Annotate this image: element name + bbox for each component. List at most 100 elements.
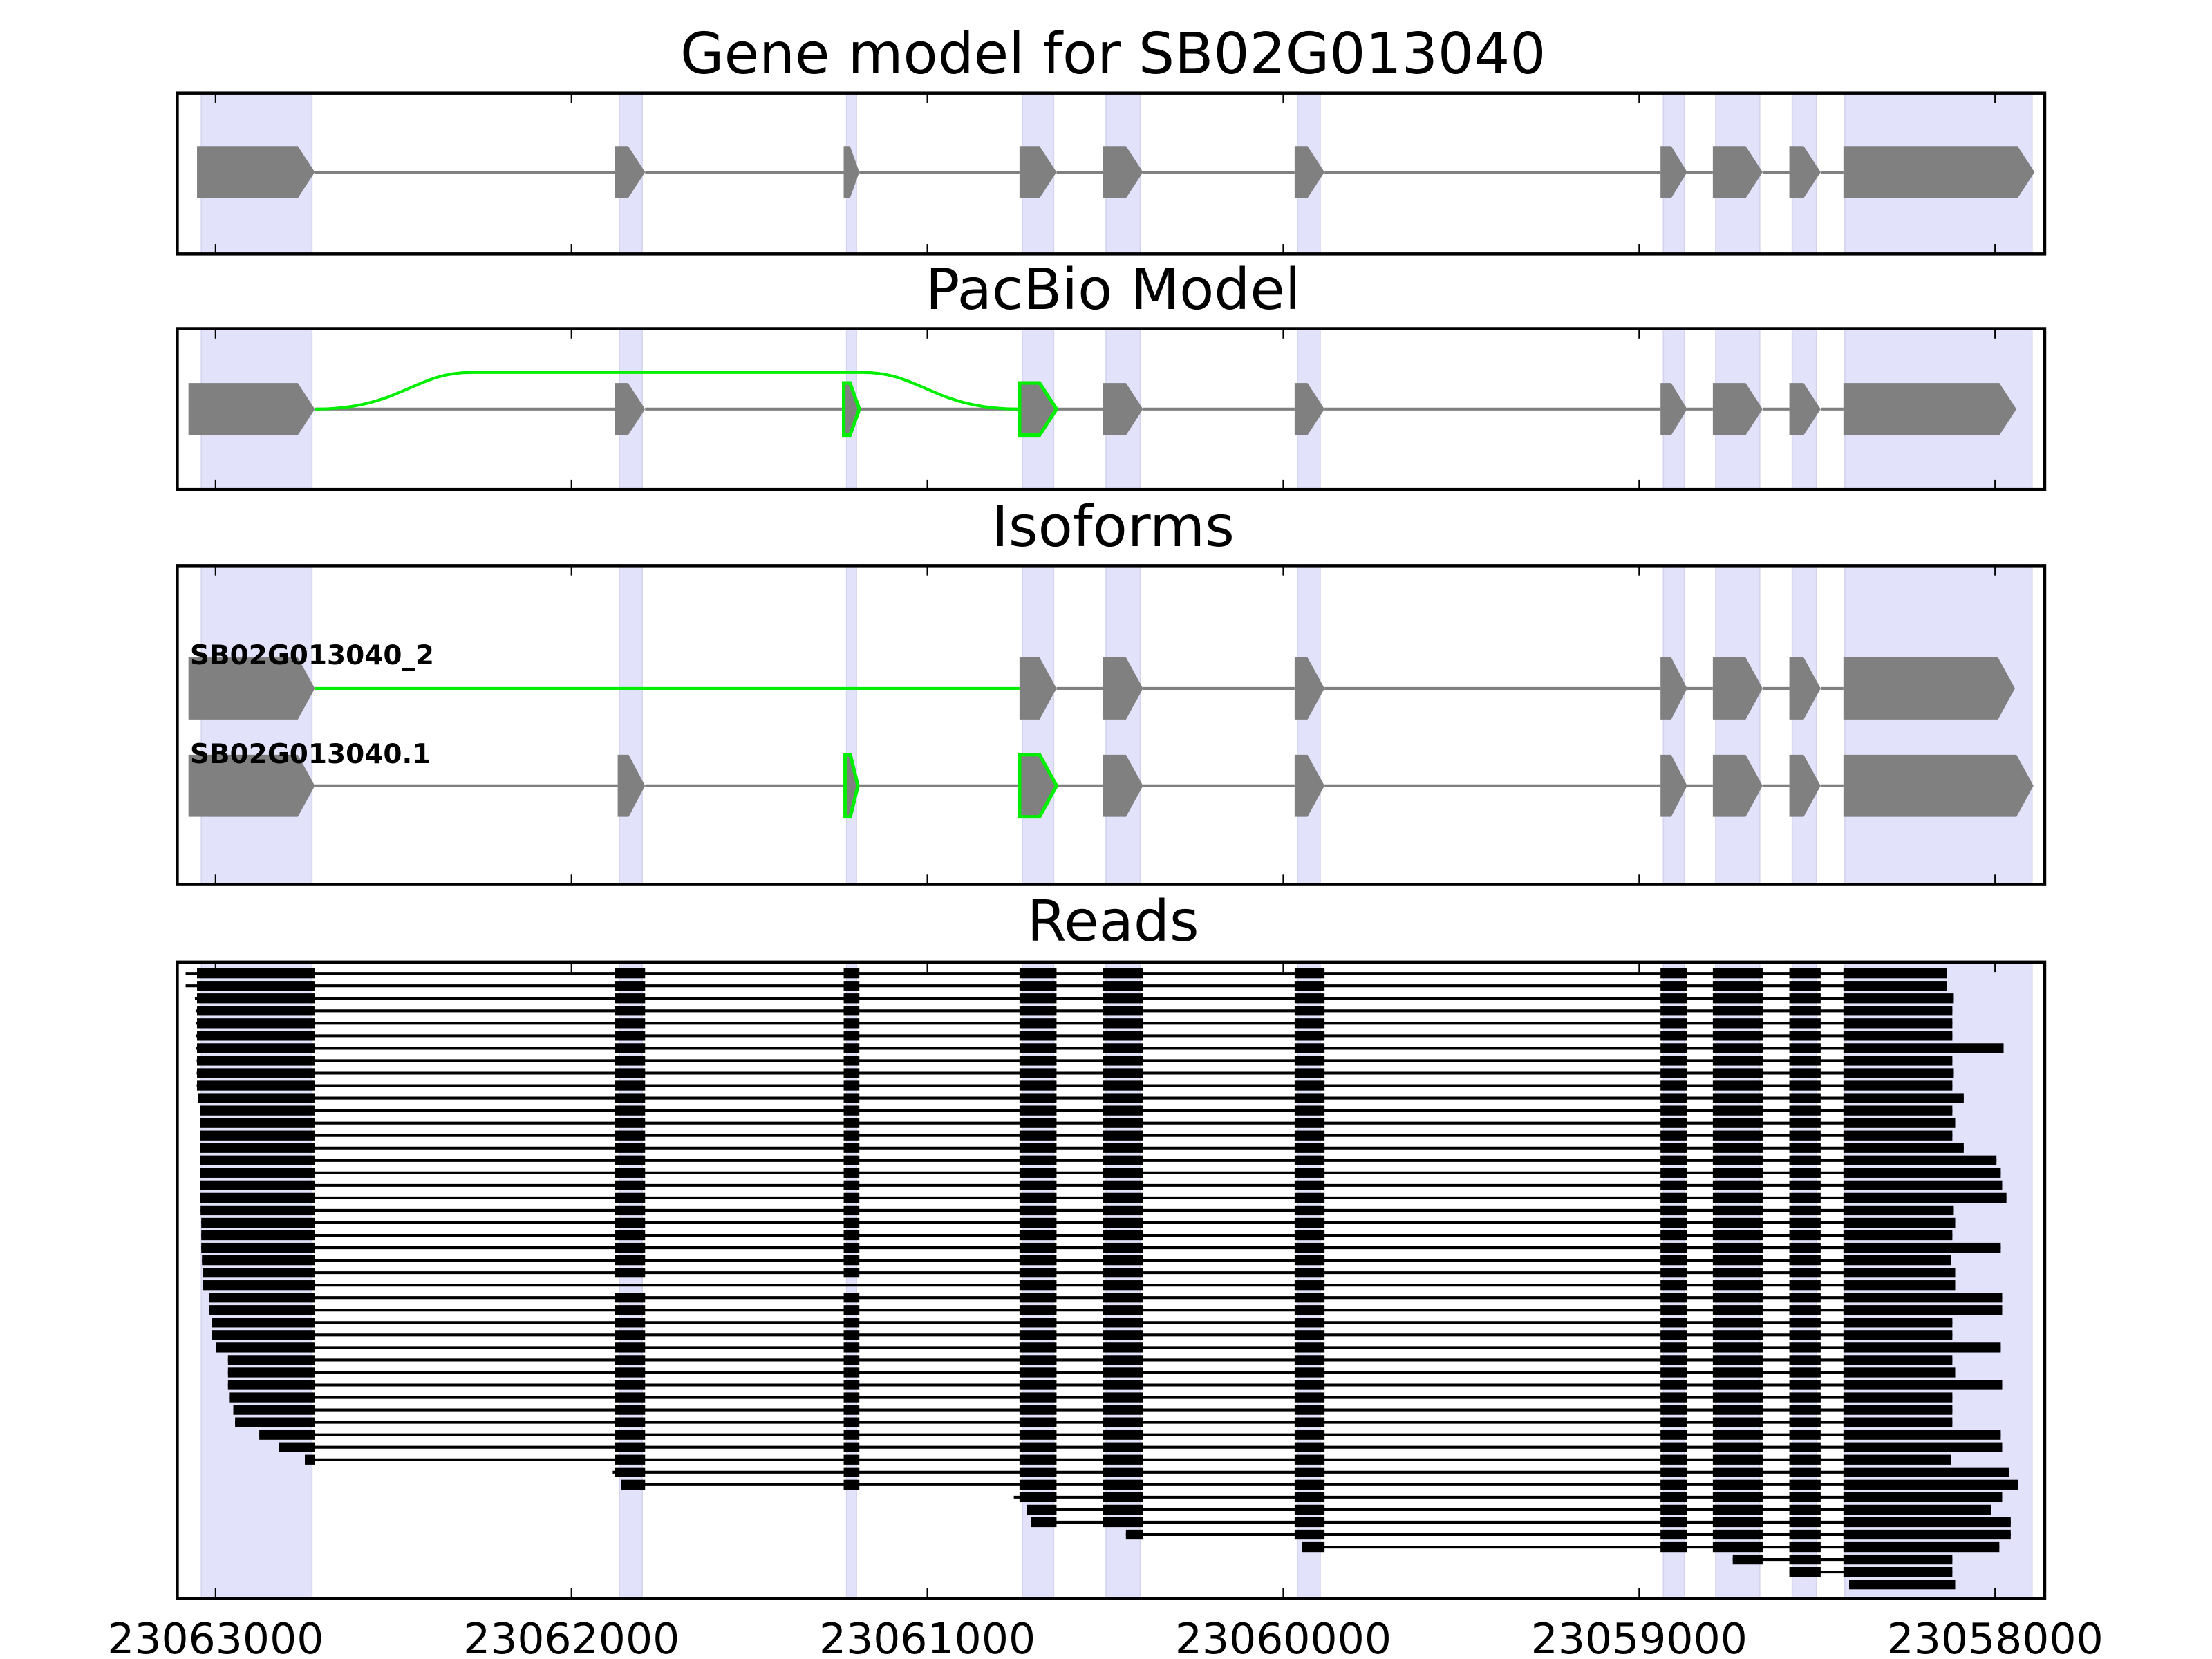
- read-block: [843, 1479, 860, 1490]
- read-block: [1660, 1479, 1687, 1490]
- read-block: [1789, 1068, 1821, 1078]
- read-block: [615, 1093, 646, 1103]
- read-block: [1660, 1405, 1687, 1415]
- read-block: [615, 968, 646, 979]
- read-block: [1019, 1118, 1057, 1128]
- read-block: [203, 1280, 315, 1291]
- read-block: [1789, 1006, 1821, 1016]
- read-block: [233, 1405, 315, 1415]
- read-block: [1103, 993, 1143, 1004]
- read-block: [1660, 1255, 1687, 1266]
- read-block: [1103, 1118, 1143, 1128]
- read-block: [1660, 1417, 1687, 1427]
- read-block: [1843, 1068, 1954, 1078]
- read-block: [1843, 1355, 1953, 1365]
- panel-title-pacbio-model: PacBio Model: [926, 257, 1301, 323]
- read-block: [1019, 1056, 1057, 1066]
- read-block: [615, 1155, 646, 1165]
- read-block: [1019, 1255, 1057, 1266]
- read-block: [1843, 1454, 1951, 1465]
- read-block: [1712, 1031, 1763, 1041]
- shaded-region: [1791, 565, 1817, 885]
- read-block: [1294, 1080, 1325, 1091]
- read-block: [1660, 1105, 1687, 1116]
- read-block: [1660, 1293, 1687, 1303]
- read-block: [1789, 1192, 1821, 1203]
- read-block: [1294, 1318, 1325, 1328]
- read-block: [1294, 1255, 1325, 1266]
- read-block: [1660, 1043, 1687, 1053]
- read-block: [615, 1380, 646, 1390]
- exon-mark: [1843, 146, 2035, 198]
- read-block: [1843, 1006, 1953, 1016]
- read-block: [1660, 1080, 1687, 1091]
- read-block: [843, 981, 860, 991]
- read-block: [1019, 1342, 1057, 1353]
- read-block: [615, 1217, 646, 1228]
- read-block: [1712, 1442, 1763, 1452]
- read-block: [1302, 1541, 1325, 1553]
- read-block: [1660, 1330, 1687, 1340]
- read-block: [1103, 1405, 1143, 1415]
- exon-mark: [615, 383, 646, 435]
- read-block: [1843, 968, 1947, 979]
- read-block: [1712, 1517, 1763, 1528]
- read-block: [1103, 1504, 1143, 1515]
- shaded-region: [1297, 565, 1321, 885]
- read-block: [843, 1268, 860, 1278]
- exon-mark: [1660, 383, 1687, 435]
- read-block: [209, 1293, 315, 1303]
- read-block: [1712, 993, 1763, 1004]
- read-block: [615, 993, 646, 1004]
- exon-mark: [1103, 146, 1143, 198]
- read-block: [1712, 1305, 1763, 1315]
- read-block: [1660, 1018, 1687, 1029]
- read-block: [1019, 1492, 1057, 1503]
- read-block: [1712, 1330, 1763, 1340]
- read-block: [1660, 1367, 1687, 1378]
- read-block: [1103, 1242, 1143, 1253]
- read-block: [615, 981, 646, 991]
- read-block: [1019, 1043, 1057, 1053]
- shaded-region: [1105, 565, 1141, 885]
- read-block: [1712, 1405, 1763, 1415]
- read-block: [1294, 1330, 1325, 1340]
- exon-mark: [1103, 657, 1143, 720]
- read-block: [1843, 1230, 1953, 1241]
- exon-mark: [1843, 754, 2034, 817]
- read-block: [615, 1330, 646, 1340]
- read-block: [200, 1143, 315, 1153]
- read-block: [843, 1367, 860, 1378]
- read-block: [200, 1130, 315, 1141]
- read-block: [1660, 1492, 1687, 1503]
- exon-mark: [1294, 146, 1325, 198]
- read-block: [843, 1205, 860, 1216]
- read-block: [1789, 1093, 1821, 1103]
- read-block: [1789, 1342, 1821, 1353]
- read-block: [1789, 1043, 1821, 1053]
- read-block: [615, 1268, 646, 1278]
- read-block: [1712, 1105, 1763, 1116]
- read-block: [1789, 1442, 1821, 1452]
- read-block: [1789, 1230, 1821, 1241]
- exon-mark: [188, 383, 315, 435]
- read-block: [1103, 981, 1143, 991]
- read-block: [1789, 1430, 1821, 1440]
- read-block: [615, 1080, 646, 1091]
- read-block: [615, 1467, 646, 1477]
- read-block: [1294, 1268, 1325, 1278]
- read-block: [1843, 1467, 2009, 1477]
- read-block: [1019, 1105, 1057, 1116]
- read-block: [197, 968, 315, 979]
- read-block: [1789, 1417, 1821, 1427]
- read-block: [615, 1442, 646, 1452]
- read-block: [1712, 1043, 1763, 1053]
- read-block: [1660, 1068, 1687, 1078]
- exon-mark: [1294, 754, 1325, 817]
- read-block: [1294, 1380, 1325, 1390]
- read-block: [843, 1006, 860, 1016]
- read-block: [227, 1367, 315, 1378]
- read-block: [1843, 1318, 1953, 1328]
- read-block: [197, 1080, 315, 1091]
